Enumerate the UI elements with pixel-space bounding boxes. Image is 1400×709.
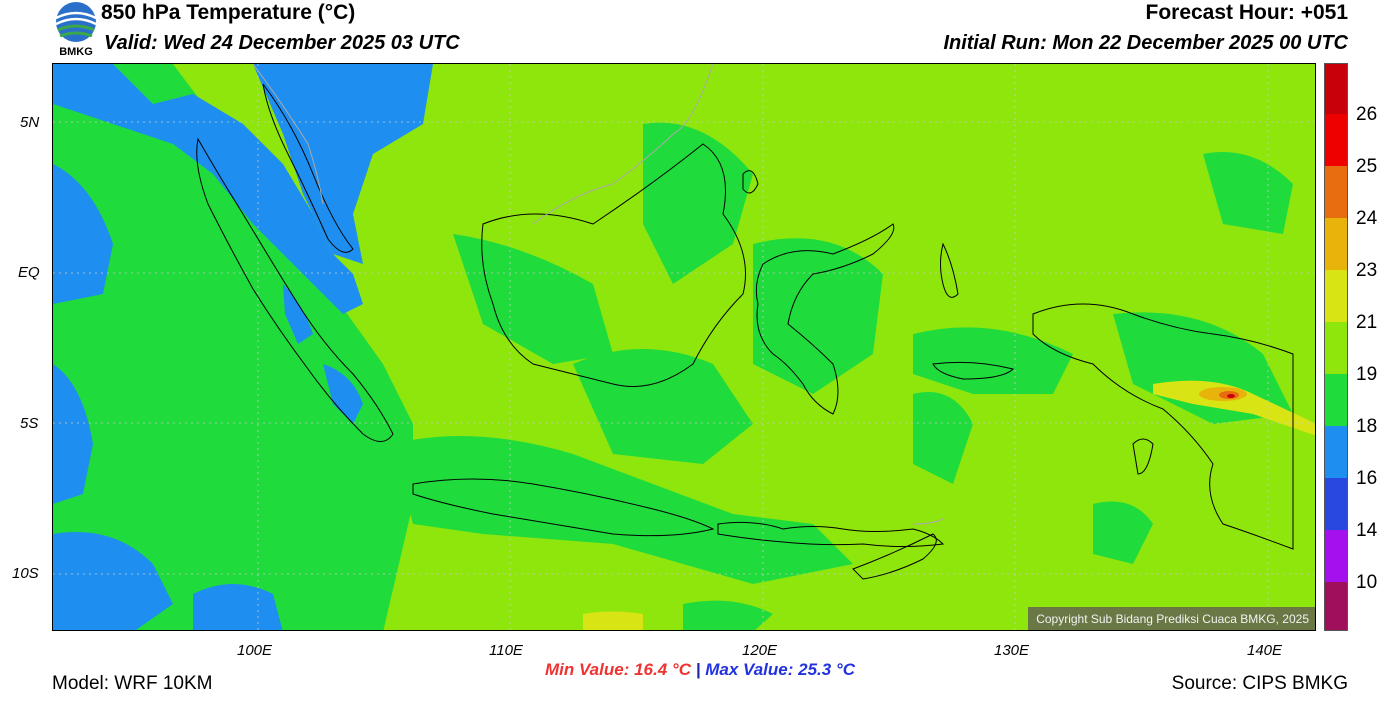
colorbar-segment [1325, 530, 1347, 582]
copyright-notice: Copyright Sub Bidang Prediksi Cuaca BMKG… [1028, 607, 1315, 630]
colorbar-label: 10 [1356, 572, 1378, 593]
initial-run: Initial Run: Mon 22 December 2025 00 UTC [943, 32, 1348, 54]
colorbar-segment [1325, 374, 1347, 426]
min-value: Min Value: 16.4 °C [544, 660, 691, 679]
map-grid [53, 64, 1315, 630]
map-canvas [53, 64, 1315, 630]
lon-label-130e: 130E [994, 642, 1030, 659]
colorbar [1324, 63, 1348, 631]
colorbar-label: 26 [1356, 104, 1378, 125]
colorbar-label: 19 [1356, 364, 1378, 385]
colorbar-label: 25 [1356, 156, 1378, 177]
colorbar-label: 24 [1356, 208, 1378, 229]
bmkg-logo-icon [52, 0, 100, 62]
forecast-hour: Forecast Hour: +051 [1145, 1, 1349, 24]
lat-label-5n: 5N [20, 114, 40, 131]
temperature-map: Copyright Sub Bidang Prediksi Cuaca BMKG… [52, 63, 1316, 631]
colorbar-segment [1325, 166, 1347, 218]
colorbar-segment [1325, 322, 1347, 374]
source-label: Source: CIPS BMKG [1171, 673, 1348, 694]
chart-title: 850 hPa Temperature (°C) [101, 1, 356, 24]
max-value: Max Value: 25.3 °C [705, 660, 856, 679]
colorbar-label: 23 [1356, 260, 1378, 281]
colorbar-segment [1325, 114, 1347, 166]
borders [252, 64, 944, 525]
colorbar-label: 18 [1356, 416, 1378, 437]
colorbar-segment [1325, 218, 1347, 270]
lat-label-eq: EQ [18, 264, 40, 281]
lon-label-110e: 110E [489, 642, 523, 659]
colorbar-segment [1325, 478, 1347, 530]
field-blue [53, 64, 433, 630]
field-warm [583, 380, 1315, 630]
field-green [53, 64, 1293, 630]
colorbar-label: 21 [1356, 312, 1378, 333]
logo-text: BMKG [59, 46, 93, 58]
lon-label-140e: 140E [1247, 642, 1283, 659]
colorbar-segment [1325, 270, 1347, 322]
lat-label-5s: 5S [20, 415, 39, 432]
coastlines [196, 83, 1294, 580]
lat-label-10s: 10S [12, 565, 39, 582]
colorbar-label: 14 [1356, 520, 1378, 541]
minmax-separator: | [695, 660, 701, 679]
colorbar-segment [1325, 582, 1347, 630]
lon-label-120e: 120E [742, 642, 778, 659]
lon-label-100e: 100E [237, 642, 273, 659]
colorbar-label: 16 [1356, 468, 1378, 489]
min-max-values: Min Value: 16.4 °C | Max Value: 25.3 °C [0, 660, 1400, 680]
colorbar-segment [1325, 426, 1347, 478]
model-label: Model: WRF 10KM [52, 673, 213, 694]
colorbar-segment [1325, 64, 1347, 114]
valid-time: Valid: Wed 24 December 2025 03 UTC [104, 32, 460, 54]
